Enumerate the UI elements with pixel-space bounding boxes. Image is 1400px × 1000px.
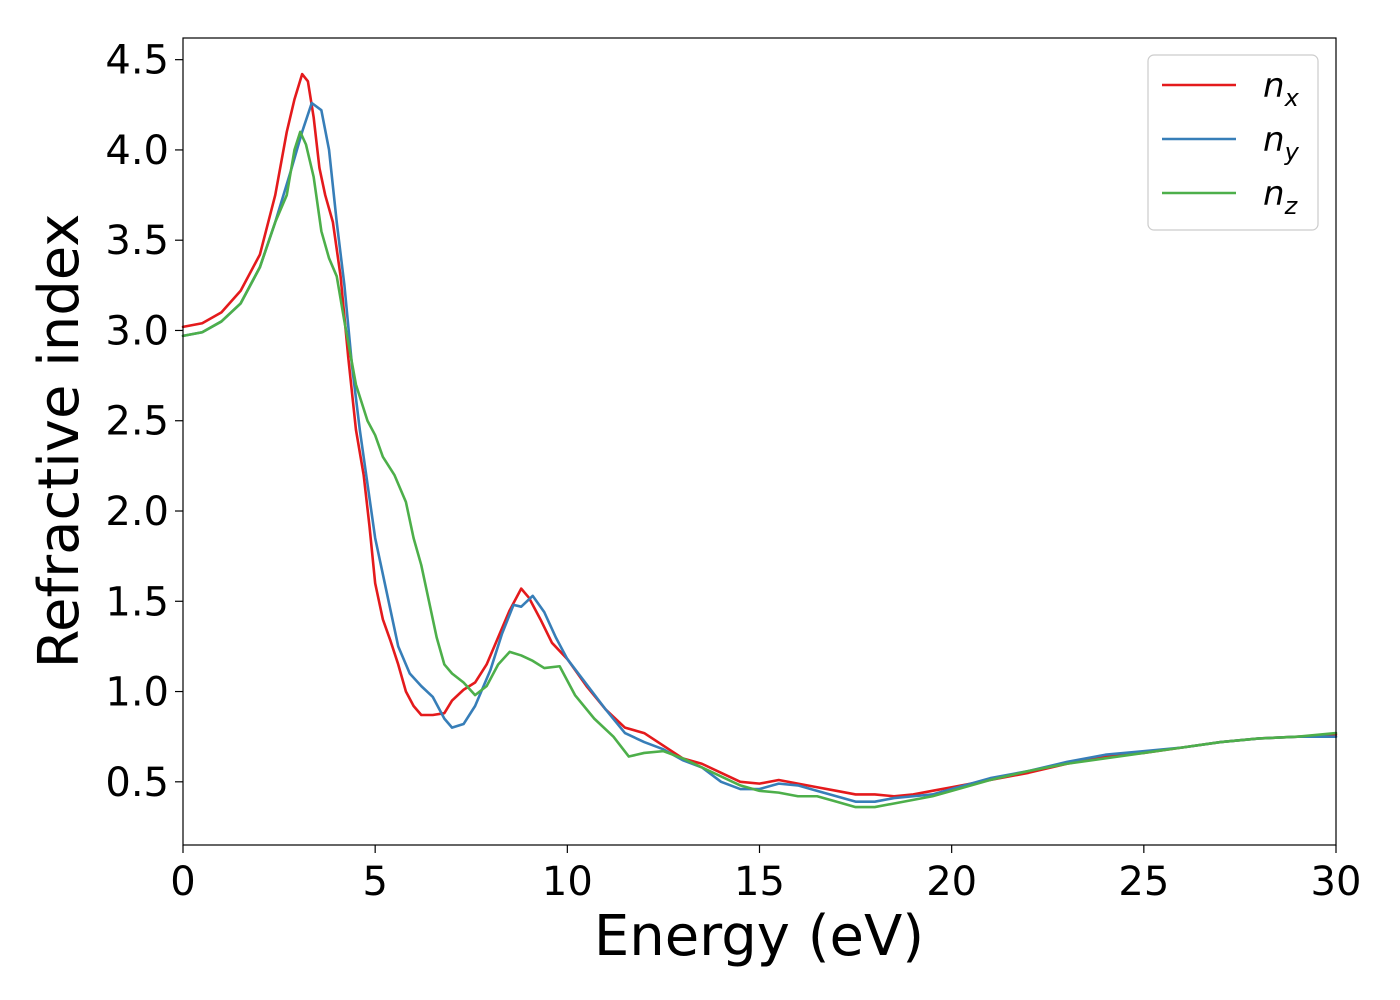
legend: nx ny nz xyxy=(1147,54,1319,231)
y-tick-label: 4.5 xyxy=(105,38,169,84)
x-axis: 0 5 10 15 20 25 30 xyxy=(170,845,1361,905)
y-tick-label: 1.0 xyxy=(105,670,169,716)
plot-background xyxy=(183,38,1336,845)
x-tick-label: 10 xyxy=(542,859,593,905)
x-tick-label: 30 xyxy=(1311,859,1362,905)
x-tick-label: 15 xyxy=(734,859,785,905)
y-tick-label: 0.5 xyxy=(105,760,169,806)
x-axis-title: Energy (eV) xyxy=(594,904,924,969)
y-tick-label: 4.0 xyxy=(105,128,169,174)
series-line-y xyxy=(181,101,1338,803)
y-tick-label: 2.0 xyxy=(105,489,169,535)
legend-label-x: nx xyxy=(1263,66,1300,112)
y-axis: 0.5 1.0 1.5 2.0 2.5 3.0 3.5 4.0 4.5 xyxy=(105,38,183,806)
legend-label-z: nz xyxy=(1263,174,1299,220)
x-tick-label: 5 xyxy=(362,859,387,905)
x-tick-label: 0 xyxy=(170,859,195,905)
y-tick-label: 1.5 xyxy=(105,579,169,625)
series-layer xyxy=(181,72,1338,809)
x-tick-label: 20 xyxy=(926,859,977,905)
legend-box xyxy=(1147,54,1319,231)
y-tick-label: 2.5 xyxy=(105,399,169,445)
series-line-z xyxy=(181,130,1338,809)
x-tick-label: 25 xyxy=(1118,859,1169,905)
y-tick-label: 3.0 xyxy=(105,308,169,354)
legend-label-y: ny xyxy=(1263,120,1300,166)
y-axis-title: Refractive index xyxy=(27,214,92,669)
series-line-x xyxy=(181,72,1338,798)
y-tick-label: 3.5 xyxy=(105,218,169,264)
